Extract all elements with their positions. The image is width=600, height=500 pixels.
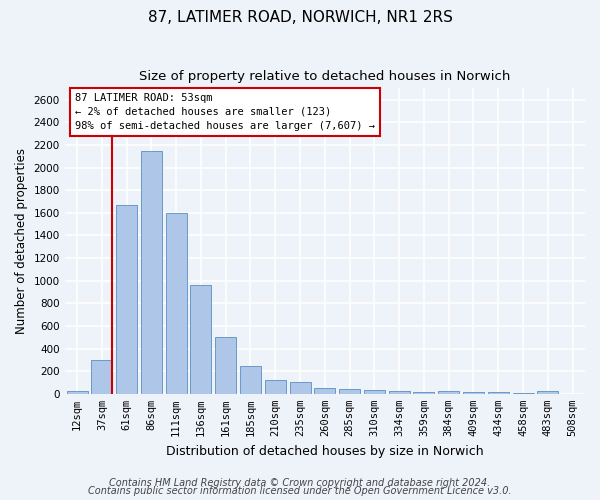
Bar <box>488 392 509 394</box>
Bar <box>91 360 112 394</box>
Text: Contains public sector information licensed under the Open Government Licence v3: Contains public sector information licen… <box>88 486 512 496</box>
Bar <box>339 389 360 394</box>
Bar <box>141 150 162 394</box>
Bar <box>67 391 88 394</box>
Bar <box>116 205 137 394</box>
Bar <box>538 391 559 394</box>
Bar <box>240 366 261 394</box>
Bar <box>413 392 434 394</box>
Bar <box>463 392 484 394</box>
Bar <box>265 380 286 394</box>
Text: 87, LATIMER ROAD, NORWICH, NR1 2RS: 87, LATIMER ROAD, NORWICH, NR1 2RS <box>148 10 452 25</box>
Text: Contains HM Land Registry data © Crown copyright and database right 2024.: Contains HM Land Registry data © Crown c… <box>109 478 491 488</box>
Title: Size of property relative to detached houses in Norwich: Size of property relative to detached ho… <box>139 70 511 83</box>
Bar <box>389 392 410 394</box>
Bar <box>290 382 311 394</box>
Bar <box>166 214 187 394</box>
Bar <box>512 393 533 394</box>
Bar <box>364 390 385 394</box>
Bar <box>215 336 236 394</box>
Text: 87 LATIMER ROAD: 53sqm
← 2% of detached houses are smaller (123)
98% of semi-det: 87 LATIMER ROAD: 53sqm ← 2% of detached … <box>75 93 375 131</box>
X-axis label: Distribution of detached houses by size in Norwich: Distribution of detached houses by size … <box>166 444 484 458</box>
Bar <box>438 392 459 394</box>
Y-axis label: Number of detached properties: Number of detached properties <box>15 148 28 334</box>
Bar <box>314 388 335 394</box>
Bar <box>190 285 211 394</box>
